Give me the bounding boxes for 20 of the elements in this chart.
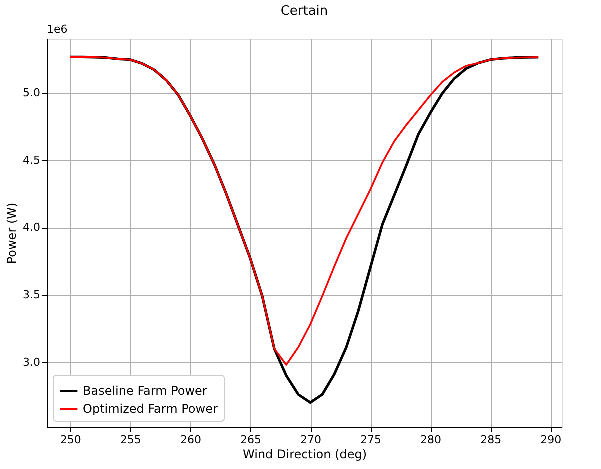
x-axis-title: Wind Direction (deg)	[243, 448, 367, 462]
chart-title: Certain	[280, 4, 328, 19]
legend-label: Baseline Farm Power	[83, 384, 208, 398]
x-tick-label: 280	[420, 434, 442, 446]
x-tick-label: 290	[540, 434, 562, 446]
y-tick-label: 3.0	[23, 356, 40, 369]
legend-label: Optimized Farm Power	[83, 402, 218, 416]
y-tick-label: 4.0	[23, 221, 40, 234]
y-tick-label: 5.0	[23, 86, 40, 100]
x-tick-label: 260	[180, 434, 202, 446]
x-tick-label: 265	[240, 434, 262, 446]
x-tick-label: 250	[60, 434, 82, 446]
x-tick-label: 255	[120, 434, 142, 446]
text: 1e6	[47, 23, 68, 36]
y-tick-label: 4.5	[23, 154, 40, 167]
x-tick-label: 285	[480, 434, 502, 446]
y-axis-title: Power (W)	[5, 202, 20, 264]
x-tick-label: 270	[300, 434, 322, 446]
y-tick-label: 3.5	[23, 288, 40, 302]
x-tick-label: 275	[360, 434, 382, 446]
